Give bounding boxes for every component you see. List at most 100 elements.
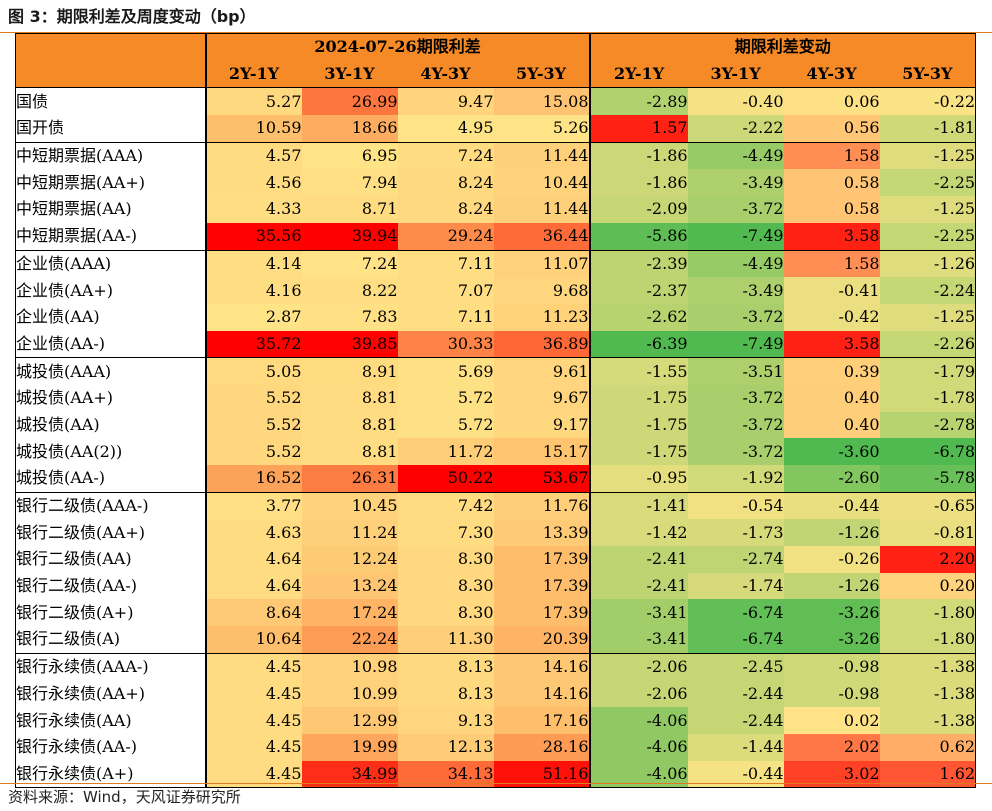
table-row: 企业债(AA+) 4.16 8.22 7.07 9.68 -2.37 -3.49 -0.41-… [15, 277, 977, 304]
spread-cell: 14.16 [493, 680, 590, 708]
change-cell: -6.74 [687, 599, 784, 627]
spread-cell: 4.64 [204, 572, 302, 600]
change-cell: -2.06 [588, 680, 688, 708]
spread-cell: 8.24 [397, 196, 494, 223]
change-cell: -1.42 [588, 519, 688, 547]
change-cell: 3.58 [783, 330, 880, 358]
change-cell: -1.75 [588, 384, 688, 412]
spread-cell: 9.61 [493, 357, 590, 385]
change-cell: -1.73 [687, 519, 784, 547]
change-cell: -0.41 [783, 277, 880, 304]
change-cell: -4.49 [687, 141, 784, 170]
change-cell: 0.58 [783, 169, 880, 197]
change-cell: 2.02 [783, 733, 880, 761]
change-cell: 0.39 [783, 357, 880, 385]
spread-cell: 8.64 [204, 599, 302, 627]
row-label: 城投债(AA+) [15, 384, 206, 412]
spread-cell: 7.42 [397, 491, 494, 520]
change-cell: -5.78 [879, 465, 977, 493]
spread-cell: 36.44 [493, 222, 590, 250]
change-cell: -2.78 [879, 411, 977, 439]
change-cell: -6.39 [588, 330, 688, 358]
row-label: 银行二级债(A) [15, 626, 206, 654]
spread-cell: 4.56 [204, 169, 302, 197]
spread-cell: 8.81 [301, 411, 398, 439]
change-cell: -1.75 [588, 438, 688, 465]
row-label: 企业债(AA+) [15, 277, 206, 304]
change-cell: 2.20 [879, 546, 977, 573]
spread-cell: 10.59 [204, 115, 302, 143]
spread-cell: 7.07 [397, 277, 494, 304]
change-cell: -6.74 [687, 626, 784, 654]
spread-cell: 7.94 [301, 169, 398, 197]
change-cell: -2.89 [588, 87, 688, 116]
spread-cell: 10.64 [204, 626, 302, 654]
header-row-columns: 2Y-1Y 3Y-1Y 4Y-3Y 5Y-3Y 2Y-1Y 3Y-1Y 4Y-3… [16, 60, 977, 88]
change-cell: -3.49 [687, 277, 784, 304]
spread-cell: 10.99 [301, 680, 398, 708]
spread-cell: 17.39 [493, 572, 590, 600]
col-header-spread-5y-3y: 5Y-3Y [493, 60, 590, 88]
row-label: 中短期票据(AA+) [15, 169, 206, 197]
spread-cell: 5.72 [397, 384, 494, 412]
change-cell: 0.56 [783, 115, 880, 143]
change-cell: 0.20 [879, 572, 977, 600]
spread-cell: 5.52 [204, 438, 302, 465]
spread-cell: 39.94 [301, 222, 398, 250]
spread-cell: 10.45 [301, 491, 398, 520]
title-rule [0, 32, 992, 33]
spread-cell: 7.11 [397, 249, 494, 278]
col-header-spread-3y-1y: 3Y-1Y [301, 60, 398, 88]
spread-cell: 8.30 [397, 599, 494, 627]
row-label-header [15, 32, 206, 88]
change-cell: -7.49 [687, 330, 784, 358]
spread-cell: 10.44 [493, 169, 590, 197]
spread-cell: 22.24 [301, 626, 398, 654]
spread-cell: 3.77 [204, 491, 302, 520]
change-cell: -0.98 [783, 680, 880, 708]
row-label: 中短期票据(AAA) [15, 141, 206, 170]
spread-cell: 5.05 [204, 357, 302, 385]
spread-cell: 17.39 [493, 599, 590, 627]
table-row: 银行永续债(AA-) 4.45 19.99 12.13 28.16 -4.06 -1.44 2… [15, 733, 977, 761]
spread-cell: 11.44 [493, 141, 590, 170]
change-cell: -0.42 [783, 303, 880, 331]
spread-cell: 12.13 [397, 733, 494, 761]
table-row: 银行二级债(AAA-) 3.77 10.45 7.42 11.76 -1.41 -0.54-… [15, 491, 977, 520]
table-row: 城投债(AA(2)) 5.52 8.81 11.72 15.17 -1.75 -3.72 -3… [15, 438, 977, 465]
spread-cell: 9.67 [493, 384, 590, 412]
row-label: 银行二级债(AA) [15, 546, 206, 573]
spread-cell: 16.52 [204, 465, 302, 493]
spread-cell: 50.22 [397, 465, 494, 493]
table-row: 银行二级债(A+) 8.64 17.24 8.30 17.39 -3.41 -6.74 -3.… [15, 599, 977, 627]
change-cell: -4.49 [687, 249, 784, 278]
table-row: 银行永续债(AAA-) 4.45 10.98 8.13 14.16 -2.06 -2.45-… [15, 652, 977, 681]
row-label: 城投债(AA-) [15, 465, 206, 493]
spread-cell: 9.47 [397, 87, 494, 116]
change-cell: -1.55 [588, 357, 688, 385]
spread-cell: 11.30 [397, 626, 494, 654]
spread-cell: 5.27 [204, 87, 302, 116]
spread-cell: 26.31 [301, 465, 398, 493]
change-cell: -0.65 [879, 491, 977, 520]
spread-cell: 11.76 [493, 491, 590, 520]
change-cell: -1.38 [879, 707, 977, 734]
row-label: 国债 [15, 87, 206, 116]
change-cell: -3.72 [687, 411, 784, 439]
spread-cell: 11.72 [397, 438, 494, 465]
change-cell: -0.54 [687, 491, 784, 520]
change-cell: -3.60 [783, 438, 880, 465]
change-cell: -1.38 [879, 652, 977, 681]
spread-cell: 4.64 [204, 546, 302, 573]
spread-cell: 4.63 [204, 519, 302, 547]
spread-cell: 19.99 [301, 733, 398, 761]
change-cell: -3.41 [588, 626, 688, 654]
change-cell: -2.41 [588, 546, 688, 573]
spread-cell: 9.68 [493, 277, 590, 304]
change-cell: -1.86 [588, 169, 688, 197]
change-cell: 0.58 [783, 196, 880, 223]
change-cell: -1.81 [879, 115, 977, 143]
change-cell: -7.49 [687, 222, 784, 250]
change-cell: -0.98 [783, 652, 880, 681]
spread-cell: 17.16 [493, 707, 590, 734]
